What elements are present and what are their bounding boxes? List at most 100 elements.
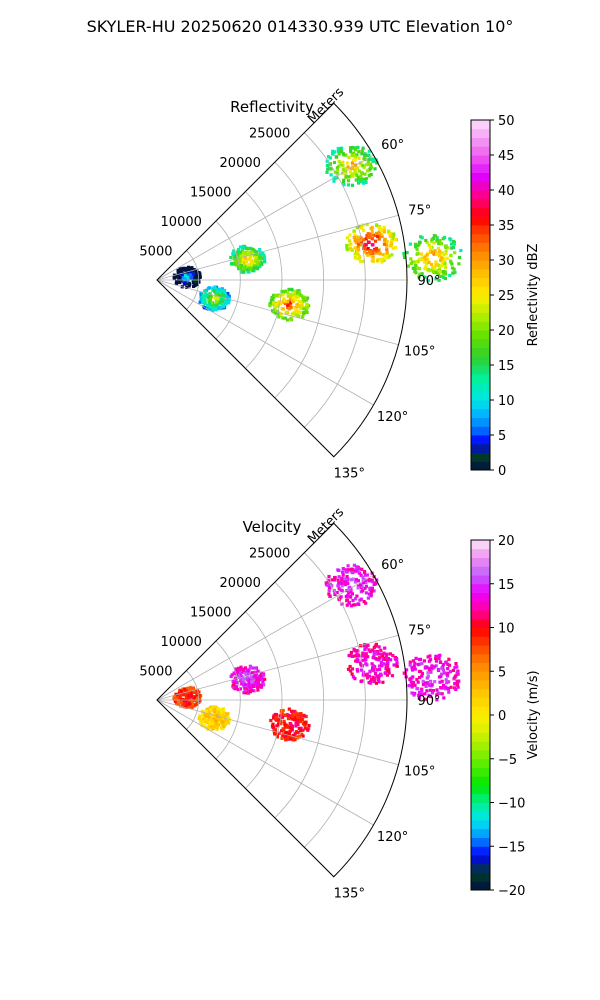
- colorbar-segment: [471, 653, 490, 663]
- echo-pixel: [385, 673, 390, 677]
- echo-pixel: [450, 246, 454, 250]
- colorbar-segment: [471, 426, 490, 436]
- echo-pixel: [446, 671, 450, 675]
- echo-pixel: [410, 691, 414, 695]
- echo-pixel: [388, 254, 392, 258]
- echo-pixel: [376, 235, 380, 239]
- colorbar-segment: [471, 373, 490, 383]
- echo-pixel: [300, 299, 304, 303]
- echo-pixel: [274, 717, 278, 721]
- echo-pixel: [371, 249, 375, 253]
- echo-pixel: [276, 304, 280, 308]
- echo-pixel: [418, 669, 422, 673]
- echo-pixel: [262, 683, 266, 687]
- echo-pixel: [174, 692, 178, 696]
- echo-pixel: [174, 697, 178, 701]
- echo-pixel: [307, 723, 311, 728]
- echo-pixel: [394, 245, 398, 249]
- echo-pixel: [437, 263, 441, 267]
- echo-pixel: [222, 711, 226, 715]
- echo-pixel: [184, 705, 188, 709]
- echo-pixel: [248, 678, 252, 682]
- echo-pixel: [328, 585, 332, 589]
- echo-pixel: [248, 685, 252, 689]
- echo-pixel: [245, 265, 249, 269]
- echo-pixel: [437, 272, 441, 276]
- echo-pixel: [292, 718, 296, 722]
- echo-pixel: [333, 150, 337, 154]
- echo-pixel: [176, 699, 181, 703]
- echo-pixel: [351, 675, 355, 679]
- echo-pixel: [380, 652, 384, 656]
- echo-pixel: [198, 273, 202, 277]
- echo-pixel: [258, 248, 262, 252]
- echo-pixel: [244, 259, 248, 263]
- echo-pixel: [413, 661, 417, 665]
- echo-pixel: [193, 274, 197, 279]
- echo-pixel: [408, 677, 412, 682]
- echo-pixel: [286, 717, 290, 721]
- echo-pixel: [237, 688, 241, 692]
- colorbar-segment: [471, 636, 490, 646]
- echo-pixel: [250, 678, 254, 682]
- echo-pixel: [213, 285, 217, 289]
- echo-pixel: [385, 248, 389, 252]
- echo-pixel: [259, 683, 263, 687]
- colorbar-segment: [471, 828, 490, 838]
- echo-pixel: [369, 226, 373, 231]
- echo-pixel: [251, 269, 255, 273]
- echo-pixel: [385, 656, 389, 660]
- azimuth-tick-label: 90°: [417, 274, 440, 289]
- colorbar-segment: [471, 575, 490, 585]
- echo-pixel: [243, 682, 247, 687]
- echo-pixel: [296, 295, 300, 299]
- echo-pixel: [405, 668, 409, 672]
- echo-pixel: [370, 237, 374, 241]
- echo-pixel: [254, 266, 258, 270]
- panel-reflectivity: Reflectivity 5000 10000 15000 20000 25000 60°…: [139, 85, 541, 482]
- echo-pixel: [343, 577, 347, 581]
- echo-pixel: [292, 296, 296, 300]
- echo-pixel: [439, 258, 443, 262]
- echo-pixel: [255, 676, 259, 680]
- echo-pixel: [208, 292, 212, 296]
- echo-pixel: [189, 691, 193, 695]
- echo-pixel: [354, 597, 358, 601]
- echo-pixel: [365, 234, 369, 238]
- colorbar-segment: [471, 750, 490, 760]
- echo-pixel: [347, 155, 351, 159]
- echo-pixel: [435, 236, 439, 240]
- colorbar-tick-label: −10: [498, 797, 525, 812]
- colorbar-segment: [471, 382, 490, 392]
- echo-pixel: [274, 715, 279, 719]
- echo-pixel: [231, 261, 235, 266]
- colorbar-segment: [471, 662, 490, 672]
- echo-pixel: [220, 727, 224, 731]
- echo-pixel: [447, 690, 451, 694]
- echo-pixel: [305, 306, 309, 310]
- colorbar-segment: [471, 645, 490, 655]
- azimuth-tick-label: 60°: [381, 558, 404, 573]
- echo-pixel: [289, 722, 293, 726]
- echo-pixel: [356, 145, 360, 149]
- echo-pixel: [411, 680, 416, 684]
- echo-pixel: [450, 266, 455, 270]
- echo-pixel: [294, 724, 298, 728]
- echo-pixel: [433, 270, 437, 275]
- echo-pixel: [299, 293, 303, 298]
- echo-pixel: [182, 281, 186, 285]
- colorbar-segment: [471, 855, 490, 865]
- echo-pixel: [201, 709, 205, 713]
- echo-pixel: [434, 664, 438, 668]
- echo-pixel: [412, 664, 416, 668]
- echo-pixel: [367, 153, 371, 157]
- echo-pixel: [192, 284, 196, 288]
- echo-pixel: [238, 687, 242, 691]
- echo-pixel: [179, 689, 183, 693]
- echo-pixel: [352, 229, 356, 233]
- echo-pixel: [187, 700, 191, 704]
- echo-pixel: [372, 652, 376, 656]
- echo-pixel: [381, 253, 385, 257]
- echo-pixel: [344, 582, 348, 586]
- echo-pixel: [285, 725, 290, 729]
